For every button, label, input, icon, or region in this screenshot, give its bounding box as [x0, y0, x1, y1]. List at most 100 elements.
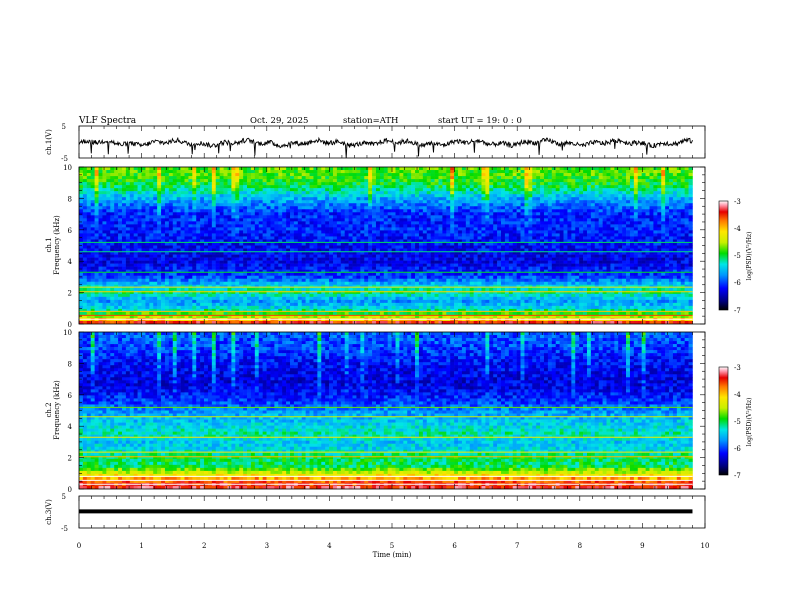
ch1-spec-cell [172, 281, 177, 286]
ch1-spec-cell [450, 257, 455, 261]
ch1-spec-cell [133, 260, 138, 264]
ch1-spec-cell [153, 221, 158, 225]
ch1-spec-cell [422, 206, 428, 210]
ch1-spec-cell [231, 239, 236, 243]
ch1-spec-cell [352, 263, 357, 267]
ch1-spec-cell [309, 275, 314, 280]
ch1-spec-cell [329, 260, 334, 264]
ch1-spec-cell [258, 248, 263, 252]
ch1-spec-cell [86, 245, 92, 249]
ch1-spec-cell [118, 242, 123, 246]
ch1-spec-cell [118, 233, 123, 237]
ch1-spec-cell [200, 287, 205, 292]
ch1-spec-cell [415, 182, 420, 186]
ch1-spec-cell [297, 242, 303, 246]
ch1-spec-cell [297, 215, 303, 219]
ch1-spec-cell [141, 212, 146, 216]
ch1-spec-cell [301, 272, 306, 276]
ch1-spec-cell [415, 299, 420, 304]
ch1-spec-cell [118, 290, 123, 295]
ch1-spec-cell [192, 308, 197, 313]
ch1-spec-cell [227, 278, 232, 283]
ch1-spec-cell [286, 188, 291, 192]
ch1-spec-cell [157, 293, 162, 298]
ch1-spec-cell [270, 290, 275, 295]
ch1-spec-cell [164, 248, 170, 252]
ch1-spec-cell [379, 230, 385, 234]
ch1-spec-cell [344, 188, 349, 192]
ch1-spec-cell [133, 320, 138, 324]
ch1-spec-cell [254, 308, 260, 313]
ch1-spec-cell [450, 188, 455, 192]
ch1-spec-cell [184, 263, 189, 267]
ch1-spec-cell [438, 185, 443, 189]
ch1-spec-cell [395, 263, 400, 267]
ch1-spec-cell [336, 305, 342, 310]
ch1-spec-cell [114, 308, 119, 313]
ch1-spec-cell [301, 296, 306, 301]
ch1-spec-cell [434, 191, 439, 195]
ch1-spec-cell [372, 179, 377, 183]
ch1-spec-cell [133, 269, 138, 273]
ch1-spec-cell [395, 281, 400, 286]
ch1-spec-cell [94, 257, 99, 261]
ch1-spec-cell [129, 254, 135, 258]
ch1-spec-cell [129, 272, 135, 276]
ch1-spec-cell [133, 242, 138, 246]
ch1-spec-cell [125, 278, 131, 283]
ch1-spec-cell [348, 236, 353, 240]
ch1-spec-cell [411, 266, 416, 270]
ch1-spec-cell [403, 188, 408, 192]
ch1-spec-cell [325, 218, 330, 222]
ch1-spec-cell [184, 251, 189, 255]
ch1-spec-cell [379, 296, 385, 301]
ch1-spec-cell [407, 278, 412, 283]
ch1-spec-cell [278, 215, 283, 219]
ch1-spec-cell [446, 230, 451, 234]
ch1-spec-cell [274, 227, 279, 231]
ch1-spec-cell [383, 269, 388, 273]
ch1-spec-cell [332, 284, 338, 289]
ch1-spec-cell [258, 230, 263, 234]
ch1-spec-cell [219, 227, 224, 231]
ch1-spec-cell [188, 173, 193, 177]
ch1-spec-cell [98, 191, 103, 195]
ch1-spec-cell [192, 209, 197, 213]
ch1-spec-cell [90, 200, 95, 204]
ch1-spec-cell [309, 269, 314, 273]
ch1-spec-cell [164, 173, 170, 177]
ch1-spec-cell [102, 305, 107, 310]
ch1-spec-cell [418, 281, 424, 286]
ch1-spec-cell [415, 236, 420, 240]
ch1-spec-cell [118, 182, 123, 186]
ch1-spec-cell [391, 221, 396, 225]
ch1-spec-cell [254, 206, 260, 210]
ch1-spec-cell [422, 209, 428, 213]
ch1-spec-cell [200, 173, 205, 177]
ch1-spec-cell [207, 194, 213, 198]
ch1-spec-cell [211, 248, 217, 252]
ch1-spec-cell [340, 263, 346, 267]
ch1-spec-cell [403, 185, 408, 189]
ch1-spec-cell [247, 290, 252, 295]
ch1-spec-cell [204, 239, 209, 243]
ch1-spec-cell [121, 266, 127, 270]
ch1-spec-cell [98, 221, 103, 225]
ch1-spec-cell [336, 296, 342, 301]
ch1-spec-cell [239, 221, 244, 225]
ch1-spec-cell [258, 278, 263, 283]
ch1-spec-cell [403, 173, 408, 177]
ch1-spec-cell [79, 254, 84, 258]
ch1-spec-cell [219, 206, 224, 210]
ch1-spec-cell [161, 173, 166, 177]
ch1-spec-cell [90, 170, 95, 174]
ch1-spec-cell [227, 203, 232, 207]
ch1-spec-cell [446, 173, 451, 177]
ch1-spec-cell [450, 296, 455, 301]
ch1-spec-cell [129, 206, 135, 210]
ch1-spec-cell [250, 257, 256, 261]
ch1-spec-cell [250, 263, 256, 267]
ch1-spec-cell [430, 182, 435, 186]
ch1-spec-cell [227, 263, 232, 267]
ch1-spec-cell [211, 281, 217, 286]
